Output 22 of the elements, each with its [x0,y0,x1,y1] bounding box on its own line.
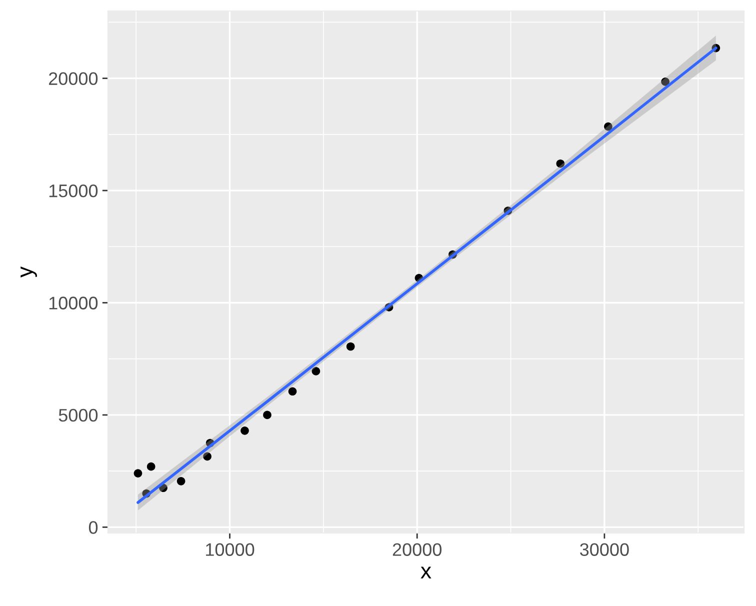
point [240,426,249,435]
point [288,387,297,396]
x-tick-label: 10000 [206,543,254,556]
y-tick-label: 5000 [58,408,98,422]
point [203,452,212,461]
y-tick-label: 15000 [49,184,98,198]
x-axis-title: x [420,566,432,578]
point [346,342,355,351]
y-tick-label: 20000 [48,72,98,86]
x-tick-label: 20000 [392,543,442,556]
point [312,367,320,376]
point [146,462,156,471]
y-tick-label: 10000 [49,296,98,310]
y-axis-title: y [20,266,37,278]
y-tick-label: 0 [88,521,98,534]
point [134,469,142,478]
point [176,476,186,486]
x-tick-label: 30000 [580,543,629,556]
point [263,410,272,420]
point [661,78,670,86]
point [604,122,612,131]
point [556,159,565,168]
